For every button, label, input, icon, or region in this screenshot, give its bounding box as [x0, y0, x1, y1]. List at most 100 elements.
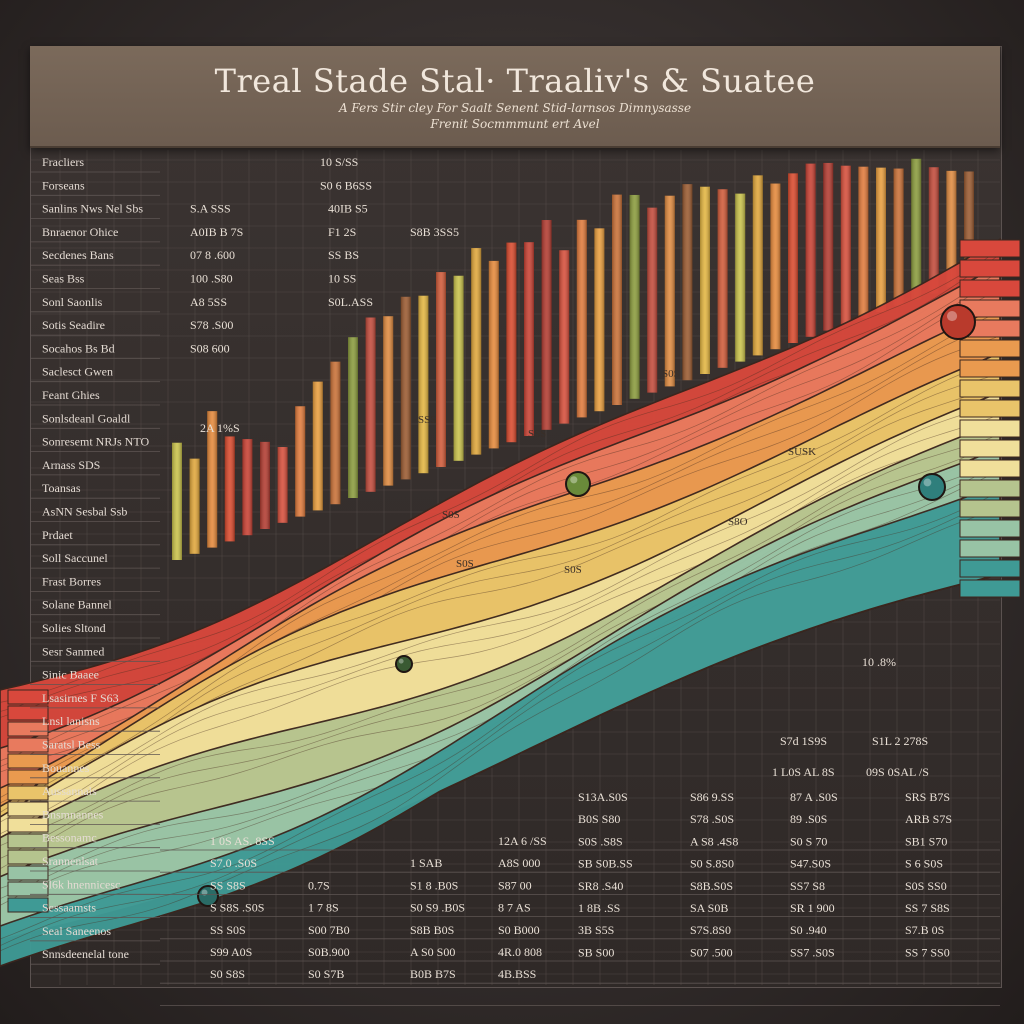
bottom-table-cell: S00 7B0: [308, 923, 350, 937]
chart-annotation: 2A 1%S: [200, 421, 240, 435]
bottom-table-cell: S7.0 .S0S: [210, 856, 257, 870]
left-table-label: Snnsdeenelal tone: [42, 947, 129, 961]
band-contour: [0, 423, 997, 848]
marker-highlight: [923, 478, 932, 487]
bottom-table-cell: S07 .500: [690, 945, 733, 959]
bottom-table-cell: S8B.S0S: [690, 879, 733, 893]
bottom-table-cell: 1 SAB: [410, 856, 442, 870]
left-table-label: Bnraenor Ohice: [42, 225, 118, 239]
bar-shade: [400, 296, 411, 480]
left-table-label: Sesr Sanmed: [42, 644, 104, 658]
left-table-value: 100 .S80: [190, 272, 233, 286]
left-table-label: Arnass SDS: [42, 458, 100, 472]
ribbon-right: [959, 499, 1021, 518]
marker-dot: [918, 473, 946, 501]
chart-annotation: S0S: [662, 368, 680, 380]
left-table-value: 07 8 .600: [190, 248, 235, 262]
bar-shade: [946, 170, 957, 288]
bar-shade: [788, 173, 798, 343]
bar-shade: [295, 406, 306, 517]
bottom-table-cell: S47.S0S: [790, 857, 831, 871]
bottom-table-cell: 3B S5S: [578, 923, 614, 937]
bottom-table-cell: S0S SS0: [905, 879, 947, 893]
bottom-table-cell: 0.7S: [308, 878, 330, 892]
bottom-table-cell: S 6 S0S: [905, 857, 943, 871]
ribbon-left: [7, 897, 49, 913]
bottom-table-cell: SB1 S70: [905, 834, 947, 848]
left-table-label: Toansas: [42, 481, 81, 495]
chart-annotation: S8O: [728, 516, 748, 528]
bottom-table-cell: S78 .S0S: [690, 812, 734, 826]
left-table-label: Sinic Baaee: [42, 668, 99, 682]
marker-dot: [565, 471, 591, 497]
chart-subtitle-2: Frenit Socmmmunt ert Avel: [430, 117, 600, 131]
left-table-value: SS BS: [328, 248, 359, 262]
bottom-table-cell: S7S.8S0: [690, 923, 731, 937]
ribbon-left: [7, 785, 49, 801]
bottom-table-cell: S13A.S0S: [578, 790, 628, 804]
ribbon-right: [959, 579, 1021, 598]
marker-dot: [197, 885, 219, 907]
bottom-table-cell: SS 7 S8S: [905, 901, 950, 915]
left-table-value: 10 SS: [328, 272, 356, 286]
ribbon-left: [7, 817, 49, 833]
right-label: 09S 0SAL /S: [866, 765, 929, 779]
ribbon-left: [7, 753, 49, 769]
bottom-table-cell: 12A 6 /SS: [498, 834, 547, 848]
band-contour: [0, 415, 997, 835]
bottom-table-cell: S0 S9 .B0S: [410, 901, 465, 915]
bar-shade: [224, 436, 235, 542]
bottom-table-cell: SA S0B: [690, 901, 728, 915]
bottom-table-cell: B0B B7S: [410, 967, 456, 981]
ribbon-left: [7, 865, 49, 881]
bar-shade: [506, 242, 517, 443]
left-table-label: Secdenes Bans: [42, 248, 114, 262]
band-contour: [0, 435, 997, 847]
bar-shade: [612, 194, 622, 405]
chart-annotation: SSS: [528, 428, 546, 440]
marker-highlight: [946, 310, 958, 322]
left-table-value: S08 600: [190, 341, 230, 355]
band-contour: [0, 361, 997, 813]
bottom-table-cell: SS 7 SS0: [905, 945, 950, 959]
bar-shade: [189, 458, 200, 554]
bar-shade: [172, 442, 182, 560]
left-table-value: 10 S/SS: [320, 155, 358, 169]
bottom-table-cell: SR8 .S40: [578, 879, 623, 893]
bottom-table-cell: SS7 S8: [790, 879, 825, 893]
chart-subtitle: A Fers Stir cley For Saalt Senent Stid-l…: [338, 101, 692, 115]
bar-shade: [647, 207, 658, 393]
bar-shade: [823, 162, 834, 331]
bottom-table-cell: 8 7 AS: [498, 901, 531, 915]
bar-shade: [471, 248, 482, 455]
left-table-label: Prdaet: [42, 528, 73, 542]
ribbon-right: [959, 559, 1021, 578]
band-contour: [0, 404, 997, 823]
bar-shade: [735, 193, 746, 362]
bar-shade: [664, 195, 675, 387]
bottom-table-cell: A8S 000: [498, 856, 540, 870]
ribbon-right: [959, 279, 1021, 298]
bottom-table-cell: ARB S7S: [905, 812, 952, 826]
band-contour: [0, 442, 997, 859]
left-table-label: Sotis Seadire: [42, 318, 105, 332]
bar-shade: [312, 381, 323, 511]
left-table-value: S78 .S00: [190, 318, 233, 332]
bar-shade: [418, 295, 429, 474]
bottom-table-cell: 1 0S AS. 8SS: [210, 834, 275, 848]
bottom-table-cell: SB S00: [578, 945, 614, 959]
left-table-label: Lnsl lanisns: [42, 714, 100, 728]
band-contour: [0, 374, 997, 822]
left-table-label: Bnsmnannes: [42, 807, 104, 821]
bar-shade: [488, 260, 499, 449]
bottom-table-cell: B0S S80: [578, 812, 620, 826]
bar-shade: [383, 316, 394, 486]
bar-shade: [700, 186, 710, 374]
band-contour: [0, 493, 997, 940]
chart-annotation: S0S: [564, 564, 582, 576]
bar-shade: [876, 167, 886, 312]
marker-dot: [395, 655, 413, 673]
left-table-label: Soll Saccunel: [42, 551, 108, 565]
ribbon-left: [7, 833, 49, 849]
bar-shade: [541, 220, 552, 430]
